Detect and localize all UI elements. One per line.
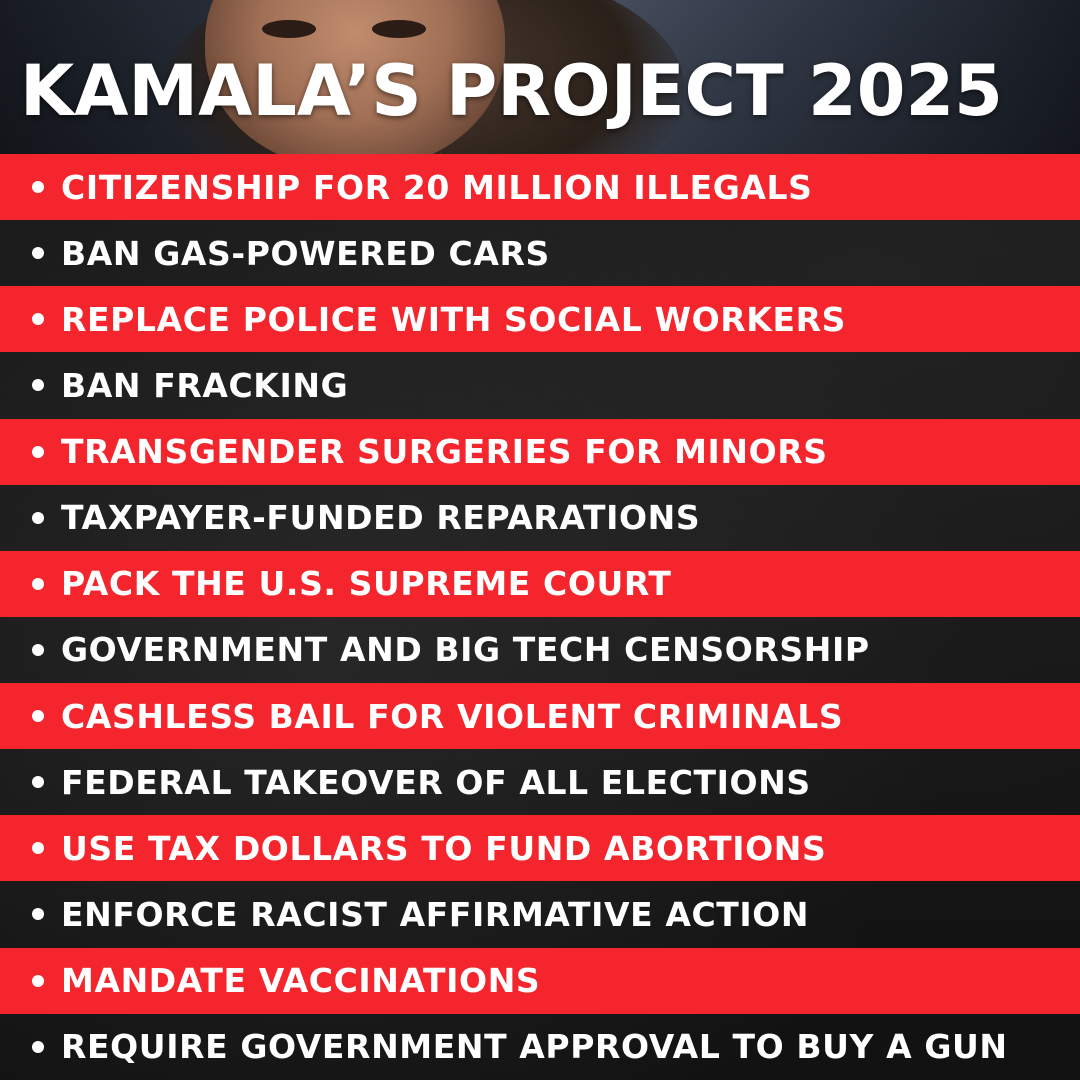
list-item: TRANSGENDER SURGERIES FOR MINORS bbox=[0, 418, 1080, 485]
list-item: USE TAX DOLLARS TO FUND ABORTIONS bbox=[0, 815, 1080, 882]
bullet-icon bbox=[32, 908, 44, 921]
list-item-text: ENFORCE RACIST AFFIRMATIVE ACTION bbox=[61, 894, 810, 934]
list-item: BAN FRACKING bbox=[0, 352, 1080, 418]
bullet-icon bbox=[32, 445, 44, 458]
list-item-text: MANDATE VACCINATIONS bbox=[61, 961, 541, 1001]
list-item: MANDATE VACCINATIONS bbox=[0, 947, 1080, 1014]
photo-eye-right bbox=[372, 20, 426, 38]
list-item: TAXPAYER-FUNDED REPARATIONS bbox=[0, 485, 1080, 551]
bullet-icon bbox=[32, 181, 44, 194]
list-item-text: REQUIRE GOVERNMENT APPROVAL TO BUY A GUN bbox=[61, 1027, 1008, 1067]
list-item-text: GOVERNMENT AND BIG TECH CENSORSHIP bbox=[61, 630, 870, 670]
list-item-text: TRANSGENDER SURGERIES FOR MINORS bbox=[61, 432, 828, 472]
bullet-icon bbox=[32, 643, 44, 656]
bullet-icon bbox=[32, 247, 44, 260]
bullet-icon bbox=[32, 974, 44, 987]
list-item: ENFORCE RACIST AFFIRMATIVE ACTION bbox=[0, 881, 1080, 947]
list-item: BAN GAS-POWERED CARS bbox=[0, 220, 1080, 286]
list-item: CASHLESS BAIL FOR VIOLENT CRIMINALS bbox=[0, 683, 1080, 750]
list-item: REPLACE POLICE WITH SOCIAL WORKERS bbox=[0, 286, 1080, 353]
bullet-icon bbox=[32, 577, 44, 590]
bullet-icon bbox=[32, 710, 44, 723]
bullet-icon bbox=[32, 313, 44, 326]
list-item-text: BAN GAS-POWERED CARS bbox=[61, 233, 550, 273]
page-title: KAMALA’S PROJECT 2025 bbox=[20, 50, 1003, 132]
list-item-text: PACK THE U.S. SUPREME COURT bbox=[61, 564, 672, 604]
list-item: FEDERAL TAKEOVER OF ALL ELECTIONS bbox=[0, 749, 1080, 815]
list-item-text: CITIZENSHIP FOR 20 MILLION ILLEGALS bbox=[61, 167, 813, 207]
list-item: REQUIRE GOVERNMENT APPROVAL TO BUY A GUN bbox=[0, 1014, 1080, 1080]
photo-eye-left bbox=[262, 20, 316, 38]
list-item-text: USE TAX DOLLARS TO FUND ABORTIONS bbox=[61, 828, 827, 868]
bullet-icon bbox=[32, 842, 44, 855]
policy-list: CITIZENSHIP FOR 20 MILLION ILLEGALS BAN … bbox=[0, 154, 1080, 1080]
bullet-icon bbox=[32, 379, 44, 392]
bullet-icon bbox=[32, 511, 44, 524]
list-item-text: BAN FRACKING bbox=[61, 365, 349, 405]
list-item-text: TAXPAYER-FUNDED REPARATIONS bbox=[61, 498, 701, 538]
list-item-text: CASHLESS BAIL FOR VIOLENT CRIMINALS bbox=[61, 696, 844, 736]
list-item: GOVERNMENT AND BIG TECH CENSORSHIP bbox=[0, 617, 1080, 683]
list-item: CITIZENSHIP FOR 20 MILLION ILLEGALS bbox=[0, 154, 1080, 221]
list-item-text: REPLACE POLICE WITH SOCIAL WORKERS bbox=[61, 299, 846, 339]
list-item-text: FEDERAL TAKEOVER OF ALL ELECTIONS bbox=[61, 762, 811, 802]
bullet-icon bbox=[32, 776, 44, 789]
list-item: PACK THE U.S. SUPREME COURT bbox=[0, 550, 1080, 617]
header-photo bbox=[0, 0, 1080, 160]
bullet-icon bbox=[32, 1040, 44, 1053]
